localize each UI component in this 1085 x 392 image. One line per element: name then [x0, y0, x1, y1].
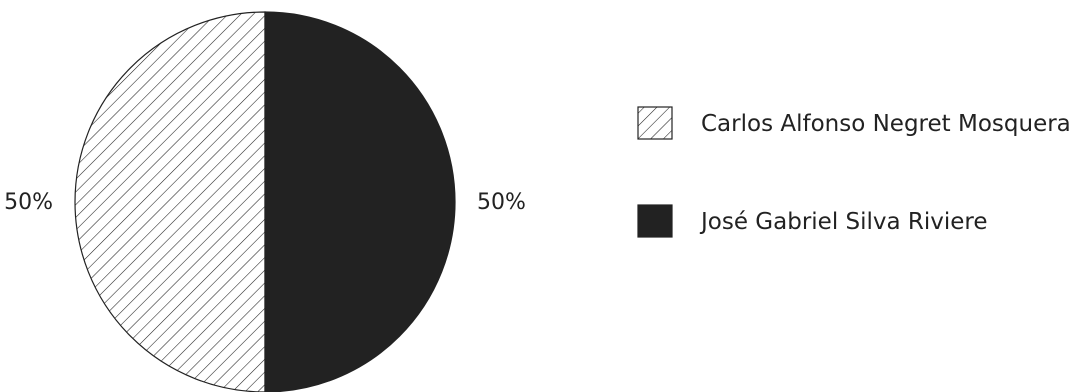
- legend: Carlos Alfonso Negret Mosquera José Gabri…: [637, 106, 1071, 238]
- pie-value-labels: 50% 50%: [4, 190, 526, 215]
- legend-swatch-solid: [637, 204, 673, 238]
- legend-entry-label: José Gabriel Silva Riviere: [699, 209, 988, 235]
- legend-swatch-hatched: [637, 106, 673, 140]
- slice-value-label: 50%: [477, 190, 526, 215]
- pie-slice-solid: [264, 11, 456, 392]
- pie-slices: [74, 11, 456, 392]
- slice-value-label: 50%: [4, 190, 53, 215]
- pie-slice-hatched: [74, 11, 266, 392]
- legend-entry-label: Carlos Alfonso Negret Mosquera: [701, 111, 1071, 137]
